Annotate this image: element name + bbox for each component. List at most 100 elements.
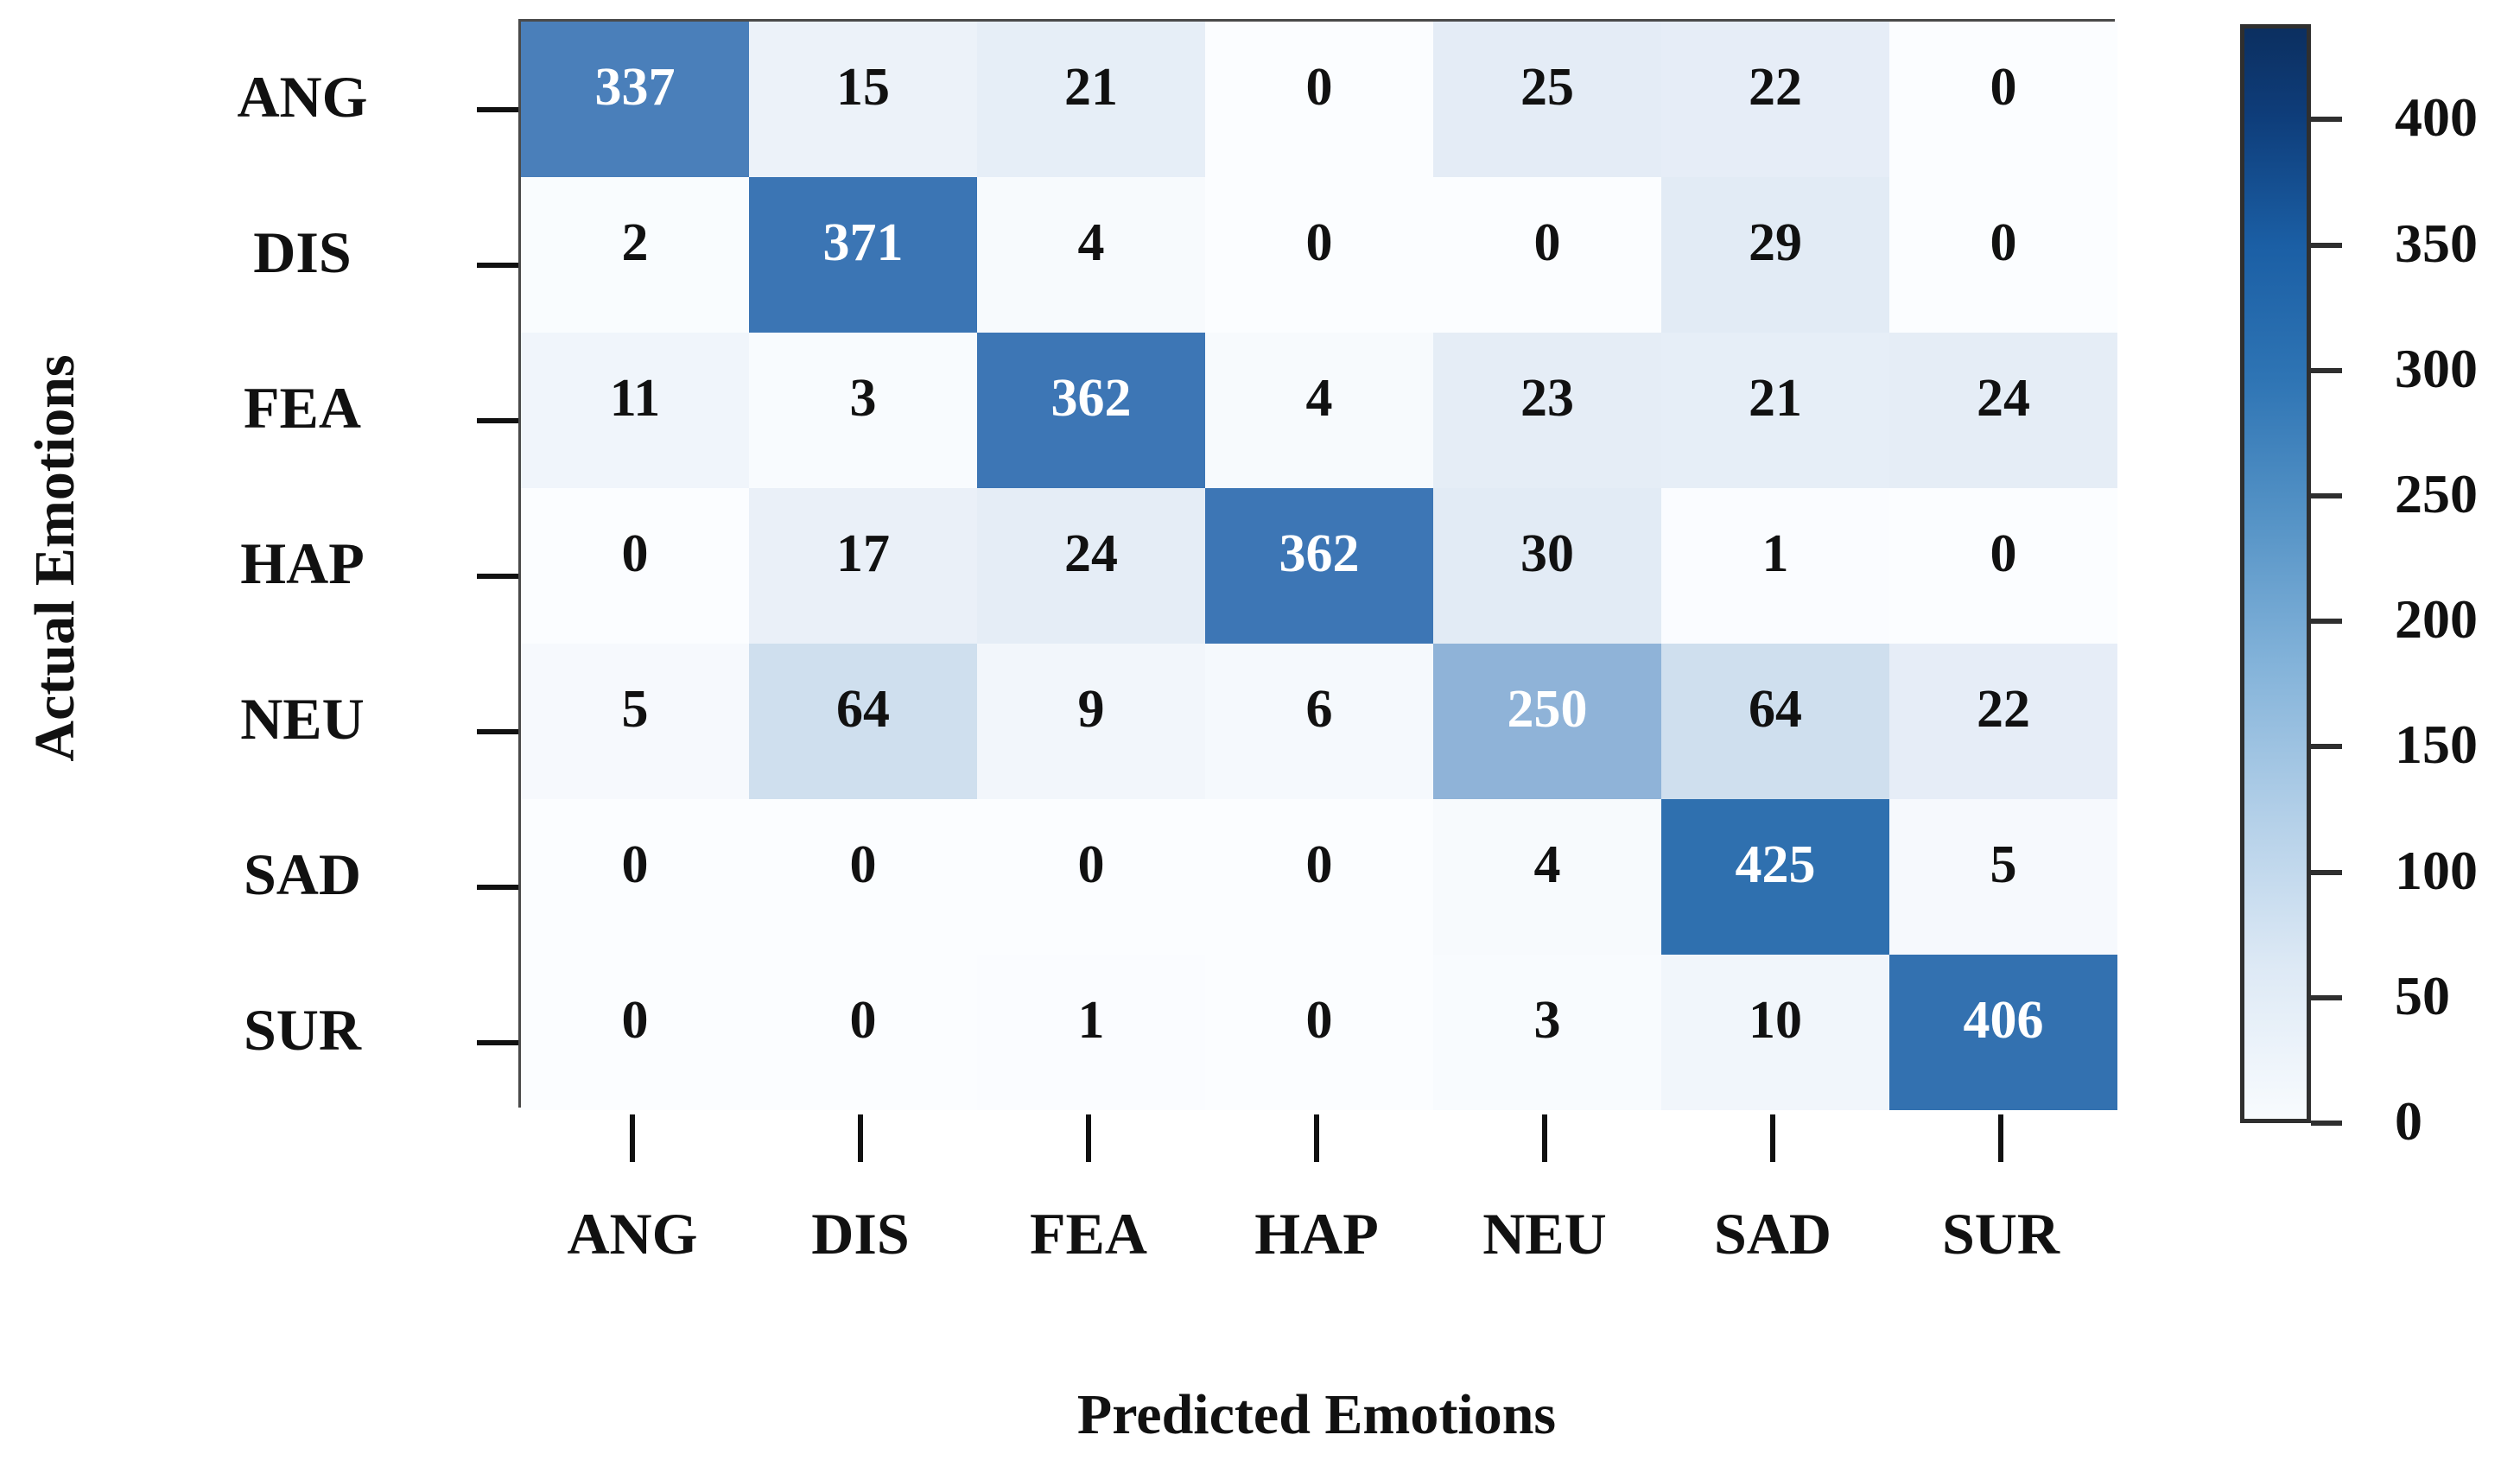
heatmap-cell: 0 xyxy=(1889,22,2117,177)
y-tick xyxy=(477,418,518,423)
cell-value: 21 xyxy=(1749,369,1802,428)
cell-value: 5 xyxy=(1990,835,2017,894)
x-tick-label: SAD xyxy=(1713,1201,1832,1267)
cell-value: 22 xyxy=(1977,680,2030,739)
colorbar-tick-label: 50 xyxy=(2395,964,2450,1026)
colorbar-tick xyxy=(2311,744,2342,750)
heatmap-cell: 4 xyxy=(1205,333,1433,488)
heatmap-cell: 250 xyxy=(1433,644,1661,799)
heatmap-cell: 64 xyxy=(749,644,977,799)
x-tick-label: DIS xyxy=(811,1201,910,1267)
x-tick-label: FEA xyxy=(1030,1201,1147,1267)
heatmap-cell: 0 xyxy=(1889,177,2117,333)
colorbar-tick xyxy=(2311,1121,2342,1126)
heatmap-cell: 1 xyxy=(977,955,1205,1110)
cell-value: 64 xyxy=(836,680,890,739)
heatmap-cell: 5 xyxy=(1889,799,2117,955)
heatmap-cell: 23 xyxy=(1433,333,1661,488)
cell-value: 250 xyxy=(1507,680,1588,739)
heatmap-cell: 337 xyxy=(521,22,749,177)
cell-value: 21 xyxy=(1064,58,1118,117)
cell-value: 24 xyxy=(1064,524,1118,583)
colorbar-tick xyxy=(2311,242,2342,248)
cell-value: 15 xyxy=(836,58,890,117)
x-tick xyxy=(1542,1114,1547,1162)
heatmap-cell: 5 xyxy=(521,644,749,799)
heatmap-cell: 0 xyxy=(1205,22,1433,177)
x-tick xyxy=(1998,1114,2003,1162)
colorbar-tick-label: 400 xyxy=(2395,86,2478,149)
x-tick xyxy=(1086,1114,1091,1162)
x-tick-label: SUR xyxy=(1941,1201,2060,1267)
colorbar-tick xyxy=(2311,492,2342,498)
colorbar-tick-label: 0 xyxy=(2395,1090,2422,1152)
x-tick-label: ANG xyxy=(567,1201,698,1267)
cell-value: 406 xyxy=(1963,991,2044,1050)
colorbar-tick xyxy=(2311,869,2342,875)
colorbar-tick xyxy=(2311,619,2342,625)
heatmap-cell: 0 xyxy=(1205,955,1433,1110)
heatmap-cell: 9 xyxy=(977,644,1205,799)
cell-value: 5 xyxy=(621,680,649,739)
cell-value: 0 xyxy=(1990,58,2017,117)
heatmap-cell: 0 xyxy=(749,955,977,1110)
cell-value: 4 xyxy=(1533,835,1561,894)
cell-value: 6 xyxy=(1305,680,1333,739)
y-tick xyxy=(477,885,518,890)
y-tick xyxy=(477,574,518,579)
cell-value: 0 xyxy=(621,835,649,894)
heatmap-cell: 24 xyxy=(977,488,1205,644)
heatmap-cell: 0 xyxy=(521,799,749,955)
x-tick-label: HAP xyxy=(1254,1201,1379,1267)
heatmap-cell: 2 xyxy=(521,177,749,333)
heatmap-cell: 25 xyxy=(1433,22,1661,177)
y-tick xyxy=(477,263,518,268)
cell-value: 64 xyxy=(1749,680,1802,739)
cell-value: 0 xyxy=(621,524,649,583)
heatmap-cell: 22 xyxy=(1661,22,1889,177)
y-tick xyxy=(477,729,518,734)
cell-value: 11 xyxy=(609,369,661,428)
cell-value: 23 xyxy=(1520,369,1574,428)
cell-value: 4 xyxy=(1077,213,1105,272)
heatmap-cell: 0 xyxy=(1433,177,1661,333)
cell-value: 17 xyxy=(836,524,890,583)
heatmap-cell: 17 xyxy=(749,488,977,644)
cell-value: 362 xyxy=(1279,524,1360,583)
cell-value: 24 xyxy=(1977,369,2030,428)
cell-value: 1 xyxy=(1761,524,1789,583)
x-tick-label: NEU xyxy=(1482,1201,1607,1267)
heatmap-cell: 371 xyxy=(749,177,977,333)
heatmap-cell: 3 xyxy=(749,333,977,488)
cell-value: 0 xyxy=(849,835,877,894)
cell-value: 10 xyxy=(1749,991,1802,1050)
heatmap-cell: 11 xyxy=(521,333,749,488)
heatmap-cell: 362 xyxy=(1205,488,1433,644)
colorbar-tick-label: 100 xyxy=(2395,839,2478,901)
cell-value: 337 xyxy=(594,58,676,117)
y-tick xyxy=(477,107,518,112)
cell-value: 0 xyxy=(849,991,877,1050)
heatmap-cell: 21 xyxy=(977,22,1205,177)
heatmap-cell: 425 xyxy=(1661,799,1889,955)
y-tick-label: ANG xyxy=(237,64,368,130)
heatmap-cell: 4 xyxy=(977,177,1205,333)
cell-value: 3 xyxy=(849,369,877,428)
heatmap-cell: 0 xyxy=(1205,177,1433,333)
heatmap-cell: 4 xyxy=(1433,799,1661,955)
cell-value: 0 xyxy=(1305,58,1333,117)
cell-value: 0 xyxy=(1305,213,1333,272)
x-tick xyxy=(1314,1114,1319,1162)
cell-value: 29 xyxy=(1749,213,1802,272)
cell-value: 0 xyxy=(1305,991,1333,1050)
cell-value: 0 xyxy=(1077,835,1105,894)
cell-value: 2 xyxy=(621,213,649,272)
cell-value: 425 xyxy=(1735,835,1816,894)
heatmap-cell: 30 xyxy=(1433,488,1661,644)
x-tick xyxy=(630,1114,635,1162)
heatmap-cell: 10 xyxy=(1661,955,1889,1110)
colorbar-tick-label: 300 xyxy=(2395,337,2478,399)
x-tick xyxy=(858,1114,863,1162)
heatmap-cell: 22 xyxy=(1889,644,2117,799)
